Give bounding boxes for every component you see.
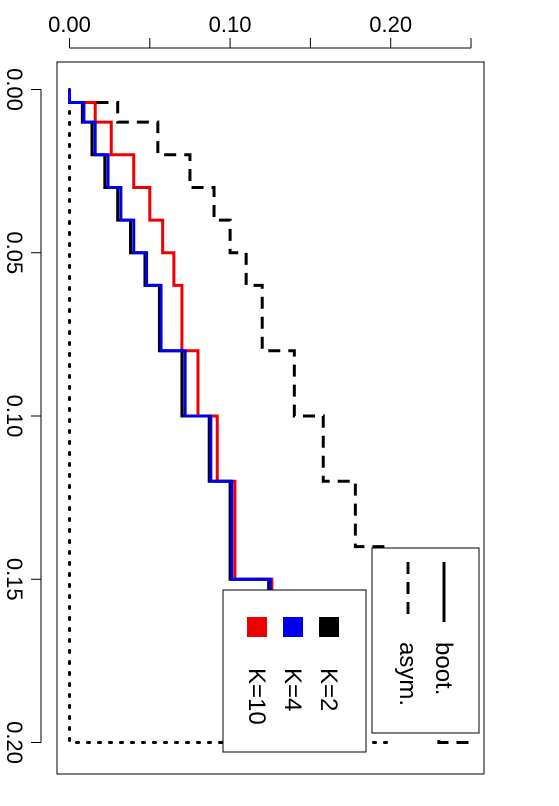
plot-area-border — [56, 61, 485, 775]
x-tick-label: 0.10 — [2, 395, 27, 438]
y-tick-label: 0.10 — [209, 12, 252, 37]
legend-label: asym. — [394, 642, 421, 706]
series-lines — [68, 88, 476, 744]
x-tick-label: 0.05 — [2, 231, 27, 274]
legend-label: boot. — [430, 642, 457, 695]
y-tick-label: 0.00 — [48, 12, 91, 37]
legend-method: boot. asym. — [371, 547, 480, 734]
x-tick-label: 0.15 — [2, 558, 27, 601]
legend-label: K=4 — [279, 668, 306, 711]
legend-swatch — [319, 617, 339, 637]
legend-method-box — [371, 547, 480, 734]
y-axis: 0.00 0.10 0.20 — [48, 12, 472, 49]
legend-k: K=2 K=4 K=10 — [222, 589, 367, 753]
series-k4-line — [68, 89, 319, 744]
axes: 0.00 0.05 0.10 0.15 0.20 0.00 0.10 0.20 — [2, 12, 472, 764]
legend-label: K=2 — [315, 668, 342, 711]
x-tick-label: 0.00 — [2, 68, 27, 111]
legend-swatch — [283, 617, 303, 637]
x-tick-label: 0.20 — [2, 721, 27, 764]
series-asym-line — [68, 89, 476, 744]
legend-label: K=10 — [243, 668, 270, 725]
chart-rotated-group: 0.00 0.05 0.10 0.15 0.20 0.00 0.10 0.20 boot. as… — [2, 12, 485, 775]
legend-swatch — [247, 617, 267, 637]
y-tick-label: 0.20 — [369, 12, 412, 37]
x-axis: 0.00 0.05 0.10 0.15 0.20 — [2, 68, 42, 764]
